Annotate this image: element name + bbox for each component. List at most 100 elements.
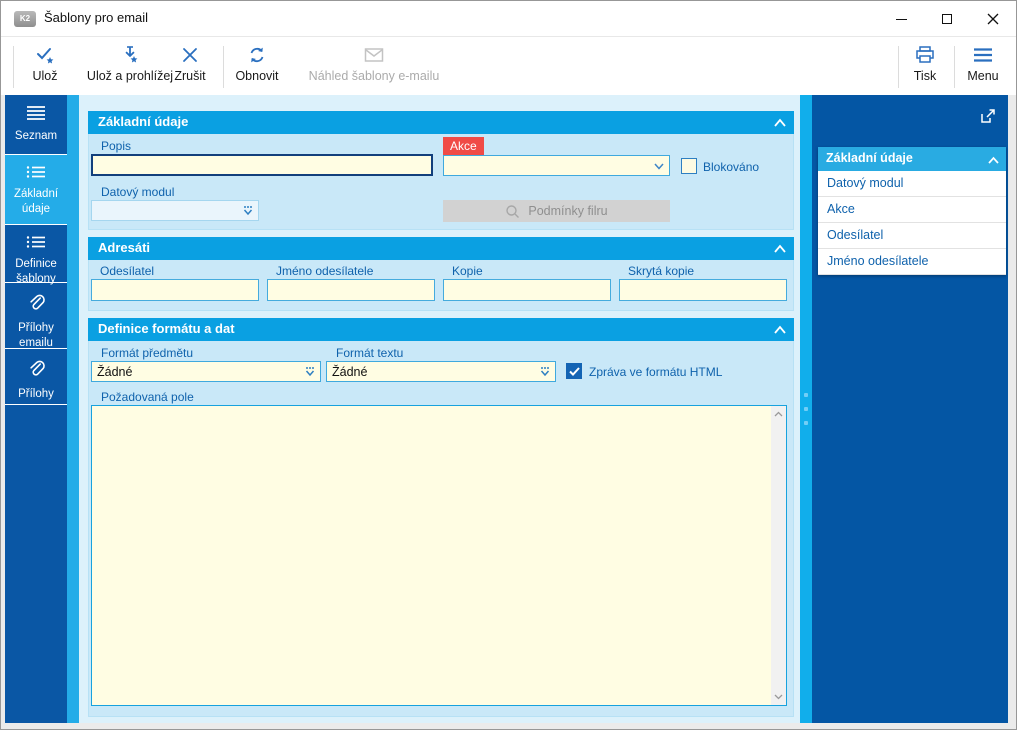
- nav-card-header[interactable]: Základní údaje: [818, 147, 1006, 171]
- save-button[interactable]: Ulož: [19, 43, 71, 91]
- filter-conditions-button: Podmínky filru: [443, 200, 670, 222]
- window-title: Šablony pro email: [44, 10, 149, 25]
- maximize-icon: [942, 14, 952, 24]
- cancel-label: Zrušit: [174, 69, 206, 83]
- popis-input[interactable]: [91, 154, 433, 176]
- nav-item-odesilatel[interactable]: Odesílatel: [818, 223, 1006, 249]
- main-content: Základní údaje Popis Akce: [79, 95, 800, 723]
- html-format-label: Zpráva ve formátu HTML: [589, 365, 723, 379]
- section-basic-data: Základní údaje Popis Akce: [88, 111, 794, 230]
- panel-splitter[interactable]: [800, 95, 812, 723]
- collapse-chevron-up-icon[interactable]: [773, 116, 787, 134]
- blokovano-checkbox[interactable]: [681, 158, 697, 174]
- odesilatel-label: Odesílatel: [100, 264, 155, 278]
- format-predmetu-label: Formát předmětu: [101, 346, 194, 360]
- html-format-checkbox[interactable]: [566, 363, 582, 379]
- nav-card-title: Základní údaje: [826, 151, 913, 165]
- sidebar-item-definice-sablony[interactable]: Definice šablony: [5, 225, 67, 285]
- format-textu-combobox[interactable]: Žádné: [326, 361, 556, 382]
- section-body: Formát předmětu Žádné Formát textu Žádné: [88, 341, 794, 717]
- minimize-icon: [895, 18, 907, 20]
- paperclip-icon: [27, 359, 45, 384]
- minimize-button[interactable]: [878, 1, 924, 37]
- section-title: Adresáti: [98, 240, 151, 255]
- window-controls: [878, 1, 1016, 37]
- open-external-icon: [981, 109, 995, 123]
- app-body: Seznam Základní údaje: [5, 95, 1008, 723]
- section-body: Odesílatel Jméno odesílatele Kopie Skryt…: [88, 260, 794, 311]
- format-textu-label: Formát textu: [336, 346, 404, 360]
- magnifier-icon: [506, 204, 520, 218]
- right-navigation-panel: Základní údaje Datový modul Akce Odesíla…: [812, 95, 1008, 723]
- close-button[interactable]: [970, 1, 1016, 37]
- paperclip-icon: [27, 293, 45, 318]
- maximize-button[interactable]: [924, 1, 970, 37]
- jmeno-odesilatele-input[interactable]: [267, 279, 435, 301]
- chevron-down-icon: [774, 694, 783, 700]
- section-header: Adresáti: [88, 237, 794, 260]
- sidebar-item-prilohy[interactable]: Přílohy: [5, 349, 67, 405]
- odesilatel-input[interactable]: [91, 279, 259, 301]
- k2-app-icon: K2: [14, 11, 36, 27]
- format-predmetu-value: Žádné: [97, 365, 133, 379]
- section-header: Základní údaje: [88, 111, 794, 134]
- scroll-up-button[interactable]: [771, 406, 786, 422]
- close-icon: [987, 13, 999, 25]
- lookup-dots-chevron-icon: [303, 365, 317, 382]
- sidebar-item-label: Seznam: [14, 130, 58, 142]
- list-icon: [25, 235, 47, 254]
- sidebar-item-prilohy-emailu[interactable]: Přílohy emailu: [5, 283, 67, 349]
- skryta-kopie-label: Skrytá kopie: [628, 264, 695, 278]
- section-format-definition: Definice formátu a dat Formát předmětu Ž…: [88, 318, 794, 717]
- toolbar: Ulož Ulož a prohlížej Zrušit: [1, 38, 1016, 95]
- pozadovana-pole-field: [91, 405, 787, 706]
- nav-item-datovy-modul[interactable]: Datový modul: [818, 171, 1006, 197]
- pozadovana-pole-textarea[interactable]: [92, 406, 771, 705]
- print-label: Tisk: [913, 69, 937, 83]
- left-sidebar: Seznam Základní údaje: [5, 95, 79, 723]
- preview-template-button: Náhled šablony e-mailu: [289, 43, 459, 91]
- save-check-star-icon: [34, 43, 56, 67]
- format-predmetu-combobox[interactable]: Žádné: [91, 361, 321, 382]
- cancel-button[interactable]: Zrušit: [162, 43, 218, 91]
- jmeno-odesilatele-field: Jméno odesílatele: [267, 260, 435, 311]
- menu-label: Menu: [967, 69, 999, 83]
- vertical-scrollbar[interactable]: [771, 406, 786, 705]
- printer-icon: [914, 43, 936, 67]
- nav-item-jmeno-odesilatele[interactable]: Jméno odesílatele: [818, 249, 1006, 275]
- print-button[interactable]: Tisk: [901, 43, 949, 91]
- akce-combobox[interactable]: [443, 155, 670, 176]
- pozadovana-pole-label: Požadovaná pole: [101, 390, 194, 404]
- nav-item-akce[interactable]: Akce: [818, 197, 1006, 223]
- chevron-down-icon: [652, 159, 666, 176]
- refresh-icon: [247, 43, 267, 67]
- save-and-view-button[interactable]: Ulož a prohlížej: [75, 43, 185, 91]
- sidebar-item-seznam[interactable]: Seznam: [5, 95, 67, 155]
- toolbar-separator: [223, 46, 224, 88]
- sidebar-item-zakladni-udaje[interactable]: Základní údaje: [5, 155, 79, 225]
- sidebar-item-label: Přílohy emailu: [18, 322, 54, 349]
- check-icon: [568, 366, 580, 376]
- collapse-chevron-up-icon[interactable]: [773, 323, 787, 341]
- toolbar-separator: [898, 46, 899, 88]
- hamburger-icon: [972, 43, 994, 67]
- envelope-icon: [364, 43, 384, 67]
- filter-conditions-label: Podmínky filru: [528, 204, 608, 218]
- open-external-window-button[interactable]: [978, 107, 998, 127]
- skryta-kopie-input[interactable]: [619, 279, 787, 301]
- save-arrow-star-icon: [119, 43, 141, 67]
- collapse-chevron-up-icon[interactable]: [773, 242, 787, 260]
- section-body: Popis Akce Blokováno Datový modul: [88, 134, 794, 230]
- menu-button[interactable]: Menu: [957, 43, 1009, 91]
- preview-template-label: Náhled šablony e-mailu: [308, 69, 440, 83]
- refresh-button[interactable]: Obnovit: [227, 43, 287, 91]
- app-frame: Seznam Základní údaje: [1, 95, 1016, 729]
- datovy-modul-lookup[interactable]: [91, 200, 259, 221]
- popis-label: Popis: [101, 139, 132, 153]
- scroll-down-button[interactable]: [771, 689, 786, 705]
- save-and-view-label: Ulož a prohlížej: [86, 69, 174, 83]
- kopie-input[interactable]: [443, 279, 611, 301]
- section-recipients: Adresáti Odesílatel Jméno odesílatele: [88, 237, 794, 311]
- section-title: Základní údaje: [98, 114, 189, 129]
- splitter-grip-dot: [804, 407, 808, 411]
